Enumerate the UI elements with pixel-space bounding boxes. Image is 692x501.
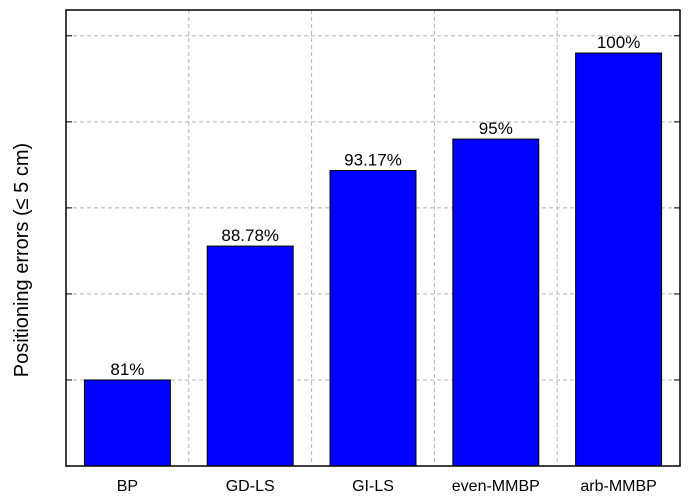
x-tick-labels: BP GD-LS GI-LS even-MMBP arb-MMBP — [117, 478, 657, 495]
data-labels: 81% 88.78% 93.17% 95% 100% — [110, 33, 640, 379]
x-tick-label: BP — [117, 478, 138, 495]
y-axis-label: Positioning errors (≤ 5 cm) — [11, 143, 33, 377]
data-label: 88.78% — [221, 226, 279, 245]
data-label: 100% — [597, 33, 640, 52]
x-tick-label: GI-LS — [352, 478, 394, 495]
plot-frame — [65, 9, 681, 467]
bar-gi-ls — [329, 170, 417, 467]
data-label: 95% — [479, 119, 513, 138]
x-tick-label: GD-LS — [226, 478, 275, 495]
bar-bp — [83, 379, 171, 467]
x-tick-label: even-MMBP — [452, 478, 540, 495]
x-tick-label: arb-MMBP — [580, 478, 656, 495]
data-label: 93.17% — [344, 151, 402, 170]
bar-gd-ls — [206, 245, 294, 467]
bar-arb-mmbp — [575, 52, 663, 467]
data-label: 81% — [110, 360, 144, 379]
bars — [83, 52, 663, 467]
bar-even-mmbp — [452, 138, 540, 467]
